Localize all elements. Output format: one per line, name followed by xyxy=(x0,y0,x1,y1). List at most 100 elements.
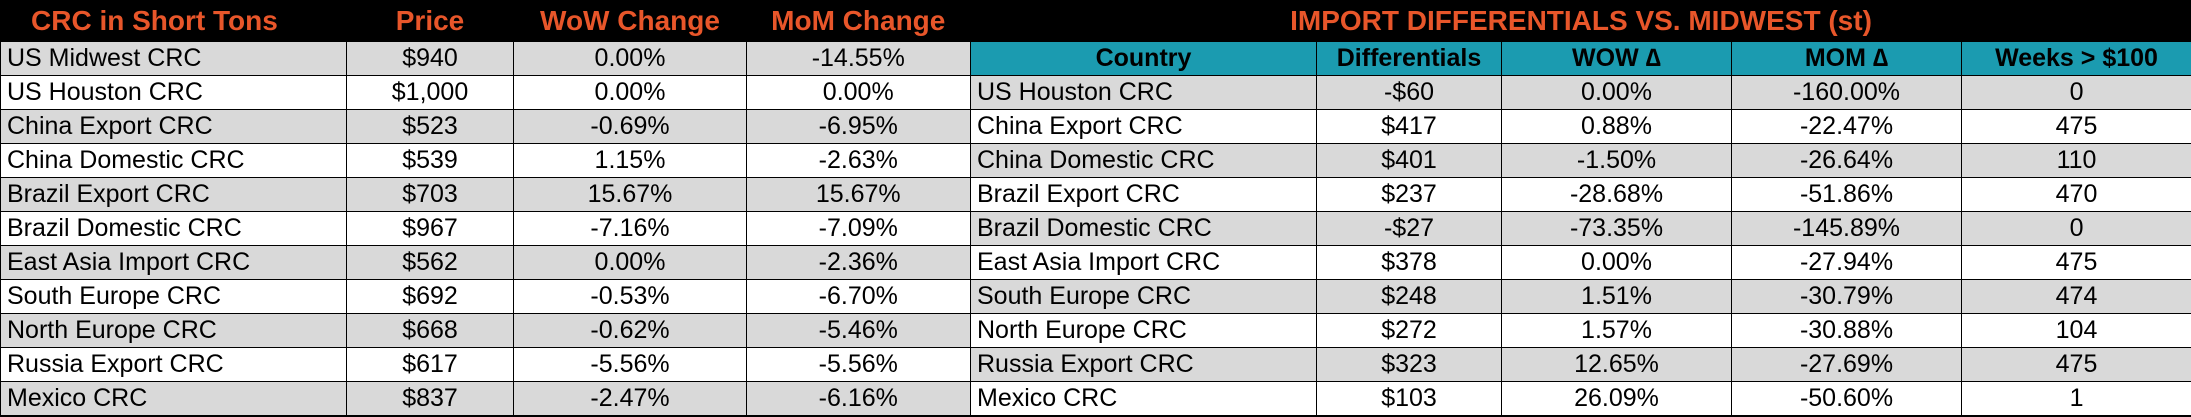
table-row: South Europe CRC $692 -0.53% -6.70% xyxy=(0,279,971,314)
header-mom-delta: MOM ∆ xyxy=(1731,41,1962,76)
table-row: China Domestic CRC $401 -1.50% -26.64% 110 xyxy=(970,143,2191,178)
cell-diff: -$60 xyxy=(1316,75,1502,110)
cell-mom: -6.95% xyxy=(746,109,971,144)
header-price: Price xyxy=(346,0,514,42)
cell-mom: -27.69% xyxy=(1731,347,1962,382)
header-weeks-over-100: Weeks > $100 xyxy=(1960,41,2191,76)
cell-wow: -0.69% xyxy=(513,109,747,144)
cell-name: Mexico CRC xyxy=(970,381,1317,416)
cell-wow: 0.00% xyxy=(1501,245,1732,280)
cell-weeks: 0 xyxy=(1960,211,2191,246)
header-crc-short-tons: CRC in Short Tons xyxy=(0,0,347,42)
cell-mom: -2.63% xyxy=(746,143,971,178)
cell-weeks: 1 xyxy=(1960,381,2191,416)
table-row: China Export CRC $417 0.88% -22.47% 475 xyxy=(970,109,2191,144)
cell-price: $692 xyxy=(346,279,514,314)
cell-mom: -7.09% xyxy=(746,211,971,246)
table-row: US Houston CRC -$60 0.00% -160.00% 0 xyxy=(970,75,2191,110)
price-table-header-row: CRC in Short Tons Price WoW Change MoM C… xyxy=(0,0,971,42)
cell-diff: $237 xyxy=(1316,177,1502,212)
cell-wow: -0.62% xyxy=(513,313,747,348)
cell-name: China Export CRC xyxy=(0,109,347,144)
table-bottom-border xyxy=(0,415,2191,417)
cell-wow: 1.51% xyxy=(1501,279,1732,314)
table-row: Mexico CRC $837 -2.47% -6.16% xyxy=(0,381,971,416)
cell-name: South Europe CRC xyxy=(0,279,347,314)
cell-mom: -6.16% xyxy=(746,381,971,416)
cell-name: South Europe CRC xyxy=(970,279,1317,314)
cell-mom: -27.94% xyxy=(1731,245,1962,280)
cell-diff: $323 xyxy=(1316,347,1502,382)
cell-price: $523 xyxy=(346,109,514,144)
cell-weeks: 475 xyxy=(1960,109,2191,144)
differentials-title: IMPORT DIFFERENTIALS VS. MIDWEST (st) xyxy=(969,0,2191,42)
cell-price: $617 xyxy=(346,347,514,382)
cell-wow: 0.00% xyxy=(1501,75,1732,110)
cell-name: East Asia Import CRC xyxy=(970,245,1317,280)
cell-diff: -$27 xyxy=(1316,211,1502,246)
cell-price: $539 xyxy=(346,143,514,178)
cell-name: US Houston CRC xyxy=(970,75,1317,110)
table-row: North Europe CRC $668 -0.62% -5.46% xyxy=(0,313,971,348)
table-row: North Europe CRC $272 1.57% -30.88% 104 xyxy=(970,313,2191,348)
table-row: China Domestic CRC $539 1.15% -2.63% xyxy=(0,143,971,178)
table-row: Brazil Domestic CRC -$27 -73.35% -145.89% 0 xyxy=(970,211,2191,246)
cell-mom: -2.36% xyxy=(746,245,971,280)
cell-mom: -30.79% xyxy=(1731,279,1962,314)
cell-mom: -145.89% xyxy=(1731,211,1962,246)
cell-mom: -14.55% xyxy=(746,41,971,76)
cell-wow: -7.16% xyxy=(513,211,747,246)
table-row: Russia Export CRC $617 -5.56% -5.56% xyxy=(0,347,971,382)
cell-diff: $248 xyxy=(1316,279,1502,314)
cell-mom: -26.64% xyxy=(1731,143,1962,178)
cell-name: US Midwest CRC xyxy=(0,41,347,76)
cell-price: $967 xyxy=(346,211,514,246)
cell-name: Brazil Domestic CRC xyxy=(970,211,1317,246)
cell-wow: 0.00% xyxy=(513,75,747,110)
cell-name: Russia Export CRC xyxy=(0,347,347,382)
cell-mom: 15.67% xyxy=(746,177,971,212)
cell-mom: -50.60% xyxy=(1731,381,1962,416)
cell-mom: -51.86% xyxy=(1731,177,1962,212)
cell-wow: 1.15% xyxy=(513,143,747,178)
table-row: Mexico CRC $103 26.09% -50.60% 1 xyxy=(970,381,2191,416)
cell-wow: 0.00% xyxy=(513,245,747,280)
crc-price-table: CRC in Short Tons Price WoW Change MoM C… xyxy=(0,0,972,416)
cell-price: $562 xyxy=(346,245,514,280)
cell-wow: -1.50% xyxy=(1501,143,1732,178)
cell-price: $668 xyxy=(346,313,514,348)
table-row: China Export CRC $523 -0.69% -6.95% xyxy=(0,109,971,144)
cell-mom: -6.70% xyxy=(746,279,971,314)
cell-mom: 0.00% xyxy=(746,75,971,110)
table-row: East Asia Import CRC $562 0.00% -2.36% xyxy=(0,245,971,280)
cell-name: US Houston CRC xyxy=(0,75,347,110)
cell-diff: $378 xyxy=(1316,245,1502,280)
cell-weeks: 0 xyxy=(1960,75,2191,110)
cell-mom: -160.00% xyxy=(1731,75,1962,110)
cell-name: Brazil Export CRC xyxy=(970,177,1317,212)
differentials-title-row: IMPORT DIFFERENTIALS VS. MIDWEST (st) xyxy=(969,0,2191,42)
cell-mom: -5.56% xyxy=(746,347,971,382)
import-differentials-table: IMPORT DIFFERENTIALS VS. MIDWEST (st) Co… xyxy=(969,0,2191,416)
cell-name: Mexico CRC xyxy=(0,381,347,416)
cell-wow: 12.65% xyxy=(1501,347,1732,382)
table-row: Brazil Export CRC $703 15.67% 15.67% xyxy=(0,177,971,212)
cell-price: $940 xyxy=(346,41,514,76)
cell-weeks: 475 xyxy=(1960,245,2191,280)
cell-mom: -30.88% xyxy=(1731,313,1962,348)
cell-name: East Asia Import CRC xyxy=(0,245,347,280)
cell-wow: 0.88% xyxy=(1501,109,1732,144)
header-mom-change: MoM Change xyxy=(746,0,971,42)
cell-wow: 15.67% xyxy=(513,177,747,212)
cell-wow: -2.47% xyxy=(513,381,747,416)
cell-mom: -22.47% xyxy=(1731,109,1962,144)
cell-name: North Europe CRC xyxy=(970,313,1317,348)
cell-diff: $401 xyxy=(1316,143,1502,178)
cell-weeks: 110 xyxy=(1960,143,2191,178)
cell-diff: $103 xyxy=(1316,381,1502,416)
cell-price: $703 xyxy=(346,177,514,212)
table-row: Brazil Domestic CRC $967 -7.16% -7.09% xyxy=(0,211,971,246)
cell-diff: $272 xyxy=(1316,313,1502,348)
cell-mom: -5.46% xyxy=(746,313,971,348)
